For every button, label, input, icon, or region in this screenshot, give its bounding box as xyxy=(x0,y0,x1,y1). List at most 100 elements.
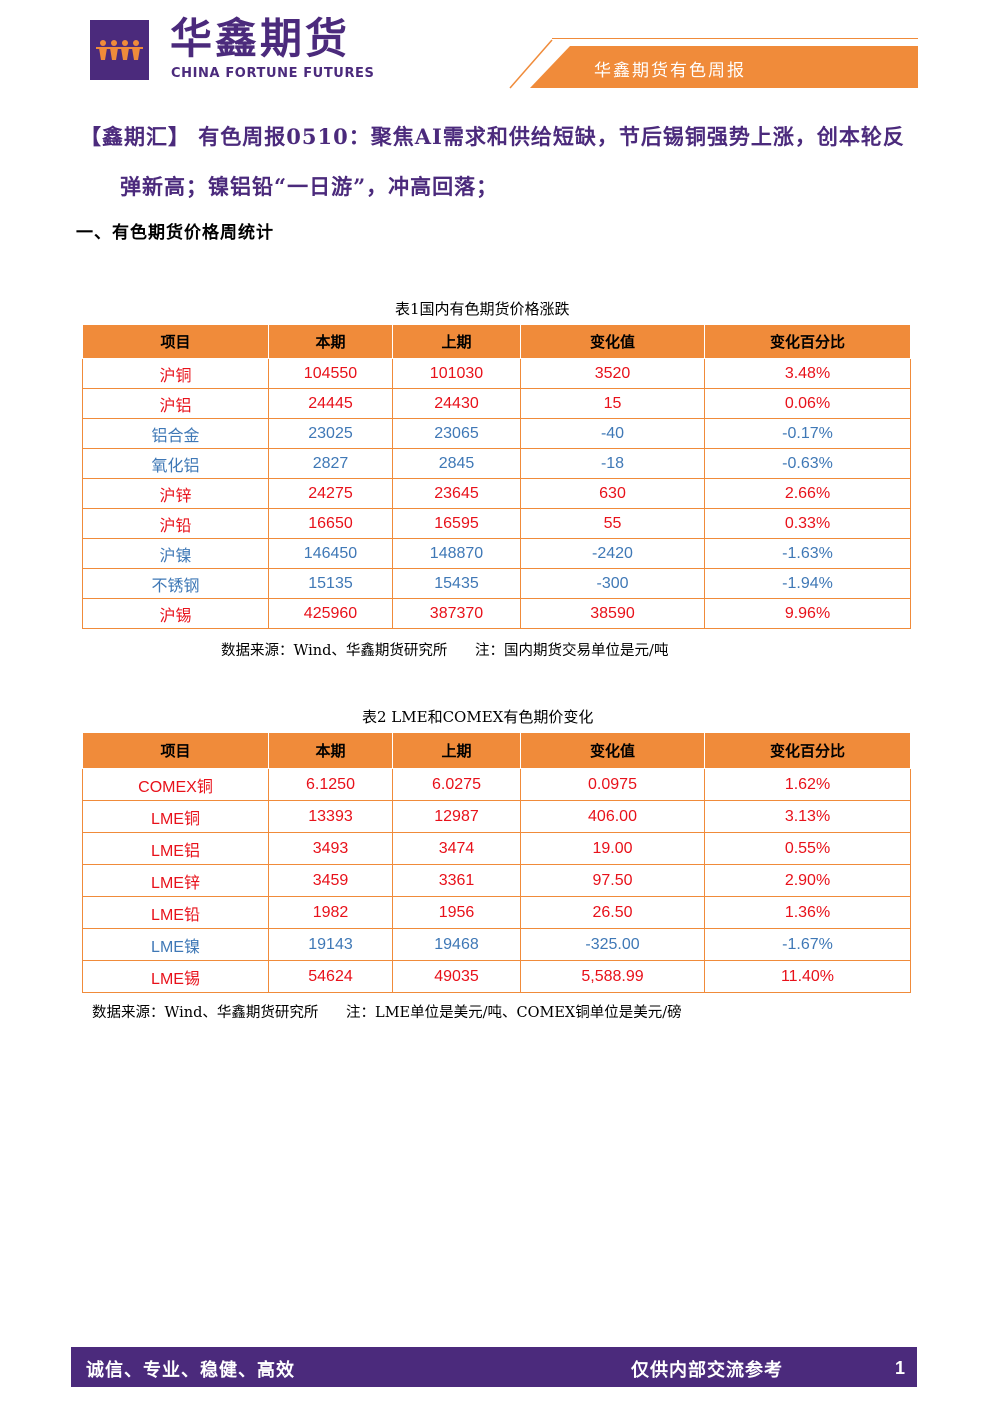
commodity-name-cell: 沪铅 xyxy=(82,508,269,539)
section-heading: 一、有色期货价格周统计 xyxy=(76,223,274,243)
table-cell: 3361 xyxy=(392,864,521,897)
table-cell: 6.0275 xyxy=(392,768,521,801)
commodity-name-cell: 沪镍 xyxy=(82,538,269,569)
header-band xyxy=(509,38,918,89)
table-cell: 5,588.99 xyxy=(520,960,705,993)
table-row: 不锈钢 15135 15435 -300 -1.94% xyxy=(82,568,911,599)
table-cell: 11.40% xyxy=(704,960,911,993)
table-cell: 26.50 xyxy=(520,896,705,929)
table-cell: 101030 xyxy=(392,358,521,389)
dancers-icon xyxy=(96,40,143,60)
table-cell: 3520 xyxy=(520,358,705,389)
table-cell: 3493 xyxy=(268,832,393,865)
table-cell: -1.67% xyxy=(704,928,911,961)
table-cell: 23645 xyxy=(392,478,521,509)
logo-mark xyxy=(90,20,149,80)
page-number: 1 xyxy=(895,1358,906,1378)
report-title-line1: 【鑫期汇】 有色周报0510：聚焦AI需求和供给短缺，节后锡铜强势上涨，创本轮反 xyxy=(80,124,905,149)
table-cell: 2845 xyxy=(392,448,521,479)
table-cell: -2420 xyxy=(520,538,705,569)
table-cell: 49035 xyxy=(392,960,521,993)
table-cell: 24445 xyxy=(268,388,393,419)
footer-disclaimer: 仅供内部交流参考 xyxy=(631,1360,783,1381)
commodity-name-cell: LME铜 xyxy=(82,800,269,833)
table-cell: 13393 xyxy=(268,800,393,833)
table-cell: 23065 xyxy=(392,418,521,449)
report-title: 【鑫期汇】 有色周报0510：聚焦AI需求和供给短缺，节后锡铜强势上涨，创本轮反… xyxy=(80,112,930,212)
commodity-name-cell: 沪铝 xyxy=(82,388,269,419)
table-row: 铝合金 23025 23065 -40 -0.17% xyxy=(82,418,911,449)
table-cell: 146450 xyxy=(268,538,393,569)
table-cell: -18 xyxy=(520,448,705,479)
table-cell: -300 xyxy=(520,568,705,599)
table-cell: 15135 xyxy=(268,568,393,599)
table-cell: 0.06% xyxy=(704,388,911,419)
commodity-name-cell: 氧化铝 xyxy=(82,448,269,479)
column-header: 变化值 xyxy=(520,324,705,359)
table-cell: 1956 xyxy=(392,896,521,929)
footer-slogan: 诚信、专业、稳健、高效 xyxy=(86,1360,295,1381)
table-cell: 2.90% xyxy=(704,864,911,897)
table-cell: 16650 xyxy=(268,508,393,539)
column-header: 变化百分比 xyxy=(704,732,911,769)
table-cell: 148870 xyxy=(392,538,521,569)
table-cell: 630 xyxy=(520,478,705,509)
table-row: 沪锡 425960 387370 38590 9.96% xyxy=(82,598,911,629)
table-cell: 15435 xyxy=(392,568,521,599)
logo-english-name: CHINA FORTUNE FUTURES xyxy=(171,66,375,81)
table-header-row: 项目 本期 上期 变化值 变化百分比 xyxy=(82,324,911,359)
table-cell: 425960 xyxy=(268,598,393,629)
table-cell: 0.55% xyxy=(704,832,911,865)
table-row: 沪铜 104550 101030 3520 3.48% xyxy=(82,358,911,389)
table-cell: -325.00 xyxy=(520,928,705,961)
report-series-label: 华鑫期货有色周报 xyxy=(594,61,746,81)
table1-caption: 表1国内有色期货价格涨跌 xyxy=(395,300,570,318)
table-row: COMEX铜 6.1250 6.0275 0.0975 1.62% xyxy=(82,768,911,801)
report-title-line2: 弹新高；镍铝铅“一日游”，冲高回落； xyxy=(120,174,499,199)
table-row: 氧化铝 2827 2845 -18 -0.63% xyxy=(82,448,911,479)
table-cell: 38590 xyxy=(520,598,705,629)
table-cell: 2.66% xyxy=(704,478,911,509)
table-cell: -40 xyxy=(520,418,705,449)
table-cell: -1.94% xyxy=(704,568,911,599)
table-row: LME锡 54624 49035 5,588.99 11.40% xyxy=(82,960,911,993)
column-header: 项目 xyxy=(82,732,269,769)
table-cell: 23025 xyxy=(268,418,393,449)
table-cell: 1982 xyxy=(268,896,393,929)
commodity-name-cell: 沪铜 xyxy=(82,358,269,389)
table-cell: -1.63% xyxy=(704,538,911,569)
table-cell: 16595 xyxy=(392,508,521,539)
table2-caption: 表2 LME和COMEX有色期价变化 xyxy=(362,708,594,726)
table-cell: 54624 xyxy=(268,960,393,993)
table-cell: 1.36% xyxy=(704,896,911,929)
column-header: 本期 xyxy=(268,324,393,359)
commodity-name-cell: LME铅 xyxy=(82,896,269,929)
table-cell: 24275 xyxy=(268,478,393,509)
commodity-name-cell: LME镍 xyxy=(82,928,269,961)
table-cell: 19143 xyxy=(268,928,393,961)
column-header: 上期 xyxy=(392,732,521,769)
table-cell: 97.50 xyxy=(520,864,705,897)
table-cell: 15 xyxy=(520,388,705,419)
commodity-name-cell: COMEX铜 xyxy=(82,768,269,801)
table-cell: 19.00 xyxy=(520,832,705,865)
commodity-name-cell: LME锡 xyxy=(82,960,269,993)
table-row: 沪铝 24445 24430 15 0.06% xyxy=(82,388,911,419)
table2-source-note: 数据来源：Wind、华鑫期货研究所 注：LME单位是美元/吨、COMEX铜单位是… xyxy=(92,1005,682,1021)
table-cell: 3.48% xyxy=(704,358,911,389)
table-cell: 3.13% xyxy=(704,800,911,833)
table-row: LME铅 1982 1956 26.50 1.36% xyxy=(82,896,911,929)
column-header: 变化百分比 xyxy=(704,324,911,359)
table-cell: 24430 xyxy=(392,388,521,419)
table-row: LME铝 3493 3474 19.00 0.55% xyxy=(82,832,911,865)
table-cell: 3474 xyxy=(392,832,521,865)
table-cell: -0.63% xyxy=(704,448,911,479)
commodity-name-cell: LME铝 xyxy=(82,832,269,865)
table-cell: 9.96% xyxy=(704,598,911,629)
domestic-price-table: 项目 本期 上期 变化值 变化百分比 沪铜 104550 101030 3520 3.48% 沪铝… xyxy=(82,324,911,629)
logo-chinese-name: 华鑫期货 xyxy=(170,14,351,63)
table-cell: 6.1250 xyxy=(268,768,393,801)
table-cell: 387370 xyxy=(392,598,521,629)
table-cell: 19468 xyxy=(392,928,521,961)
page-footer: 诚信、专业、稳健、高效 仅供内部交流参考 1 xyxy=(71,1347,917,1387)
